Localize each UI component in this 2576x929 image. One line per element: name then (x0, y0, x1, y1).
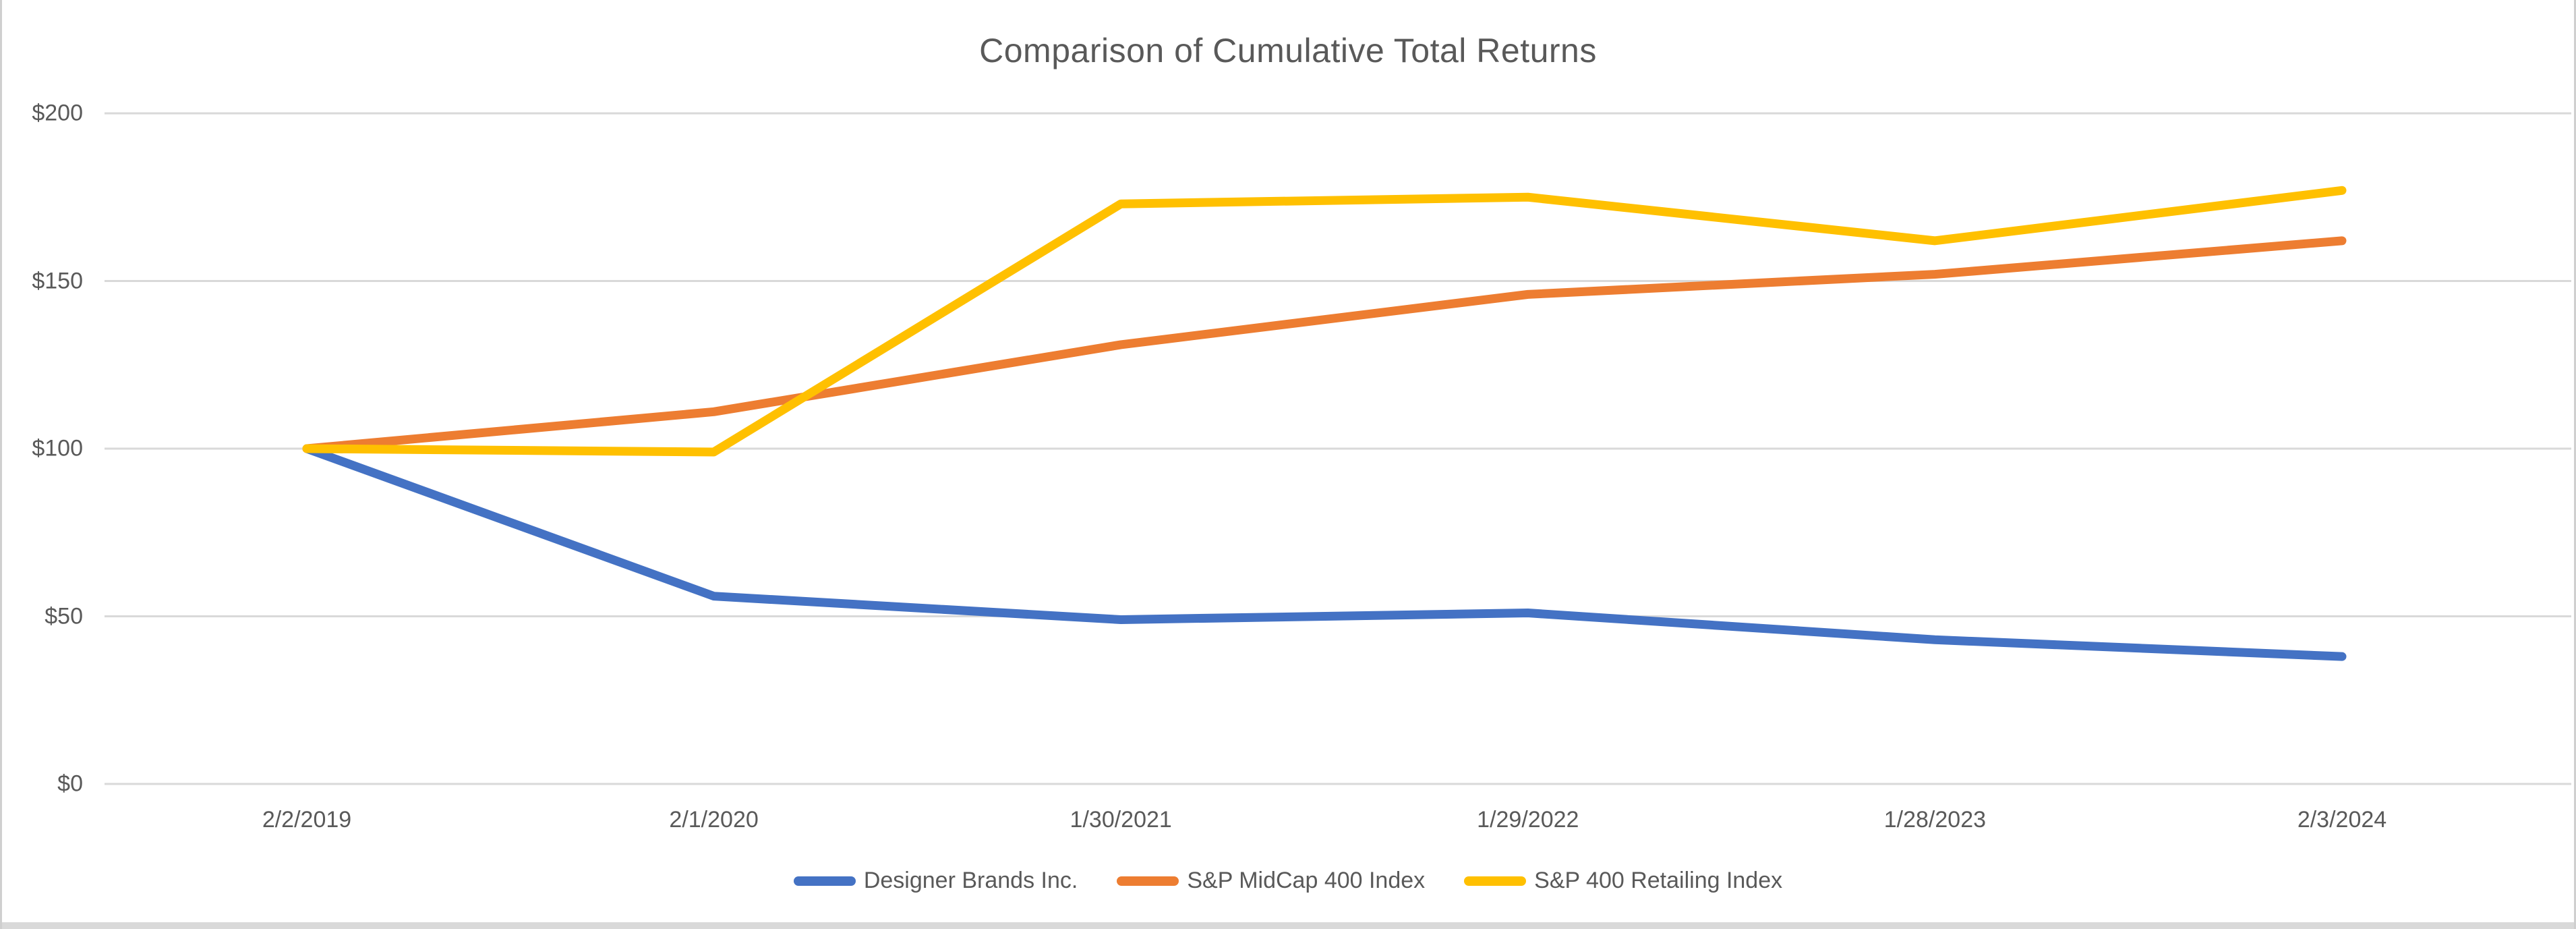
y-axis-tick-label: $150 (32, 268, 83, 293)
x-axis-tick-label: 1/28/2023 (1883, 807, 1987, 833)
legend-marker-designer-brands (793, 876, 856, 886)
series-line-designer-brands-inc- (302, 444, 2347, 661)
x-axis-tick-label: 2/3/2024 (2297, 807, 2387, 833)
x-axis-tick-label: 1/30/2021 (1070, 807, 1172, 833)
y-axis-tick-label: $200 (32, 100, 83, 126)
legend: Designer Brands Inc. S&P MidCap 400 Inde… (2, 868, 2574, 894)
y-axis-tick-label: $100 (32, 435, 83, 461)
chart-title: Comparison of Cumulative Total Returns (979, 32, 1597, 69)
legend-label-sp-400-retailing: S&P 400 Retailing Index (1534, 868, 1783, 893)
legend-item-sp-400-retailing: S&P 400 Retailing Index (1464, 868, 1782, 894)
series-line-s-p-midcap-400-index (302, 236, 2347, 453)
x-axis-tick-label: 2/2/2019 (262, 807, 352, 833)
x-axis-tick-label: 2/1/2020 (669, 807, 759, 833)
y-axis-tick-label: $0 (57, 770, 83, 797)
series-line-s-p-400-retailing-index (302, 186, 2347, 457)
series-lines (302, 186, 2347, 661)
legend-item-sp-midcap-400: S&P MidCap 400 Index (1117, 868, 1425, 894)
x-axis-tick-label: 1/29/2022 (1477, 807, 1579, 833)
y-axis-tick-label: $50 (45, 603, 83, 629)
legend-marker-sp-400-retailing (1464, 876, 1527, 886)
legend-marker-sp-midcap-400 (1117, 876, 1179, 886)
legend-item-designer-brands: Designer Brands Inc. (793, 868, 1078, 894)
legend-label-designer-brands: Designer Brands Inc. (863, 868, 1078, 893)
legend-label-sp-midcap-400: S&P MidCap 400 Index (1187, 868, 1426, 893)
page-bottom-edge (2, 922, 2574, 929)
